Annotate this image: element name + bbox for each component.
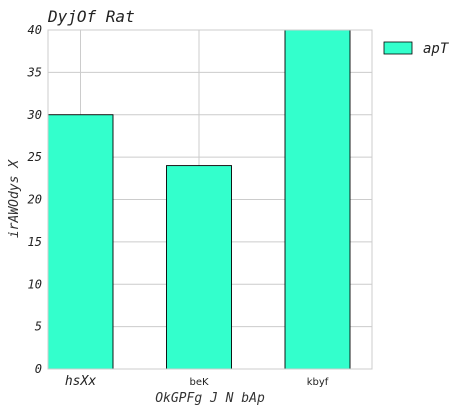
bar-kbyf	[284, 29, 351, 370]
plot-frame	[47, 29, 373, 370]
y-tick-label: 40	[28, 23, 42, 37]
bar-beK	[166, 165, 232, 370]
y-tick-label: 15	[28, 235, 42, 249]
y-tick-label: 10	[28, 277, 42, 291]
y-tick-labels: 0 5 10 15 20 25 30 35 40	[27, 23, 42, 376]
y-tick-label: 30	[27, 108, 42, 122]
chart-title: DyjOf Rat	[47, 7, 135, 26]
y-tick-label: 35	[27, 65, 42, 79]
legend: apT	[383, 41, 450, 57]
y-tick-label: 25	[28, 150, 42, 164]
y-axis-label: irAWOdys X	[7, 159, 22, 238]
x-tick-labels: hsXx beK kbyf	[65, 374, 329, 389]
x-tick-label: hsXx	[65, 374, 96, 389]
bar-hsXx	[47, 114, 114, 370]
x-axis-label: OkGPFg J N bAp	[155, 391, 265, 406]
legend-label: apT	[423, 41, 450, 57]
legend-swatch	[383, 41, 413, 55]
y-tick-label: 0	[35, 362, 42, 376]
x-tick-label: kbyf	[307, 377, 329, 388]
y-tick-label: 5	[35, 320, 42, 334]
y-tick-label: 20	[28, 193, 42, 207]
bars	[47, 29, 351, 370]
x-tick-label: beK	[189, 377, 209, 388]
